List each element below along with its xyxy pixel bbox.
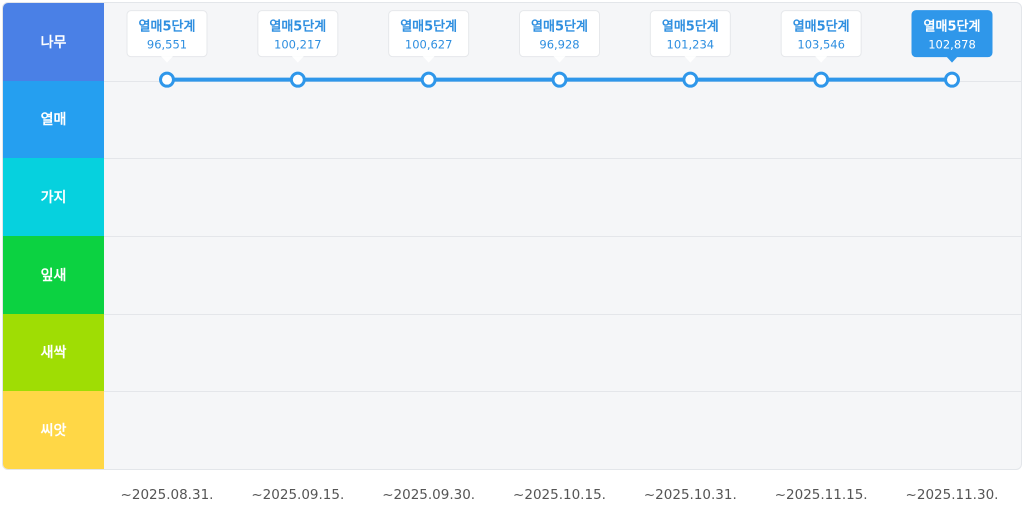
- level-band-4: 새싹: [3, 313, 104, 392]
- x-tick-label: ~2025.10.15.: [513, 487, 606, 503]
- chart-frame: 나무 열매 가지 잎새 새싹 씨앗: [2, 2, 1022, 470]
- x-tick-label: ~2025.11.15.: [775, 487, 868, 503]
- x-tick-label: ~2025.10.31.: [644, 487, 737, 503]
- gridline: [104, 81, 1021, 82]
- level-band-2: 가지: [3, 158, 104, 236]
- level-axis: 나무 열매 가지 잎새 새싹 씨앗: [3, 3, 104, 469]
- x-tick-label: ~2025.09.15.: [251, 487, 344, 503]
- x-tick-label: ~2025.09.30.: [382, 487, 475, 503]
- x-tick-label: ~2025.11.30.: [906, 487, 999, 503]
- level-band-1: 열매: [3, 80, 104, 159]
- x-tick-label: ~2025.08.31.: [121, 487, 214, 503]
- gridline: [104, 236, 1021, 237]
- gridline: [104, 391, 1021, 392]
- level-band-3: 잎새: [3, 236, 104, 314]
- gridline: [104, 314, 1021, 315]
- plot-area: [104, 3, 1021, 469]
- gridline: [104, 158, 1021, 159]
- level-band-5: 씨앗: [3, 391, 104, 469]
- level-band-0: 나무: [3, 3, 104, 81]
